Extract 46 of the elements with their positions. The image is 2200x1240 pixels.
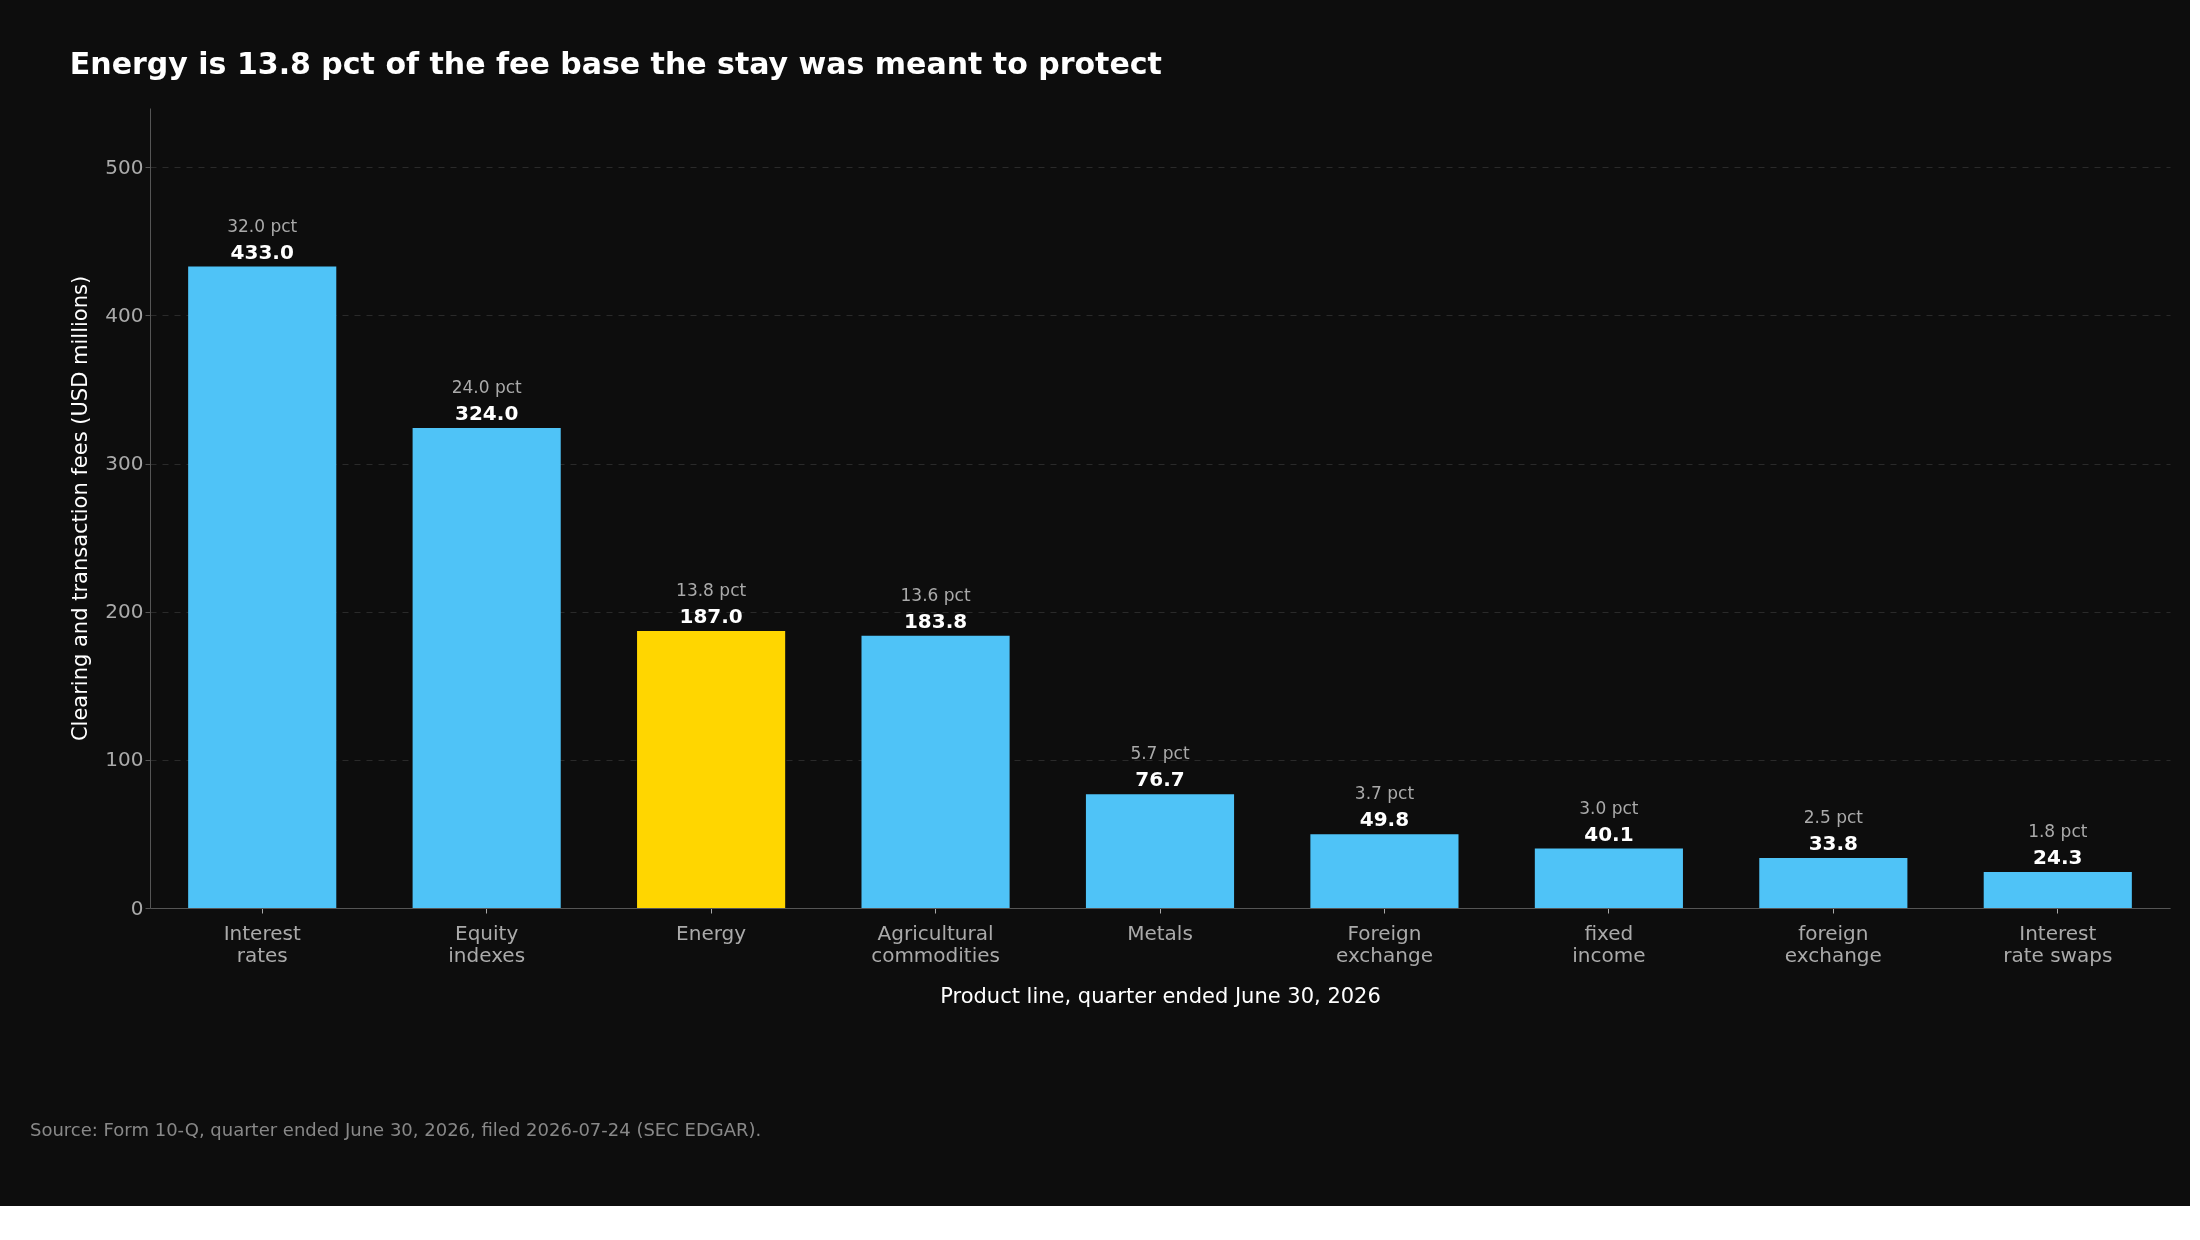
source-note: Source: Form 10-Q, quarter ended June 30, 2026, filed 2026-07-24 (SEC EDGAR).: [30, 1119, 762, 1140]
y-tick-label: 0: [130, 895, 144, 920]
chart-title: Energy is 13.8 pct of the fee base the stay was meant to protect: [69, 46, 1162, 81]
x-axis-title: Product line, quarter ended June 30, 2026: [940, 983, 1381, 1008]
bar: [1759, 857, 1908, 908]
bar: [637, 630, 786, 908]
data-label: 76.7: [1135, 767, 1185, 792]
y-tick-label: 200: [105, 599, 144, 624]
data-label: 324.0: [455, 401, 519, 425]
annotation: 2.5 pct: [1803, 806, 1864, 827]
bar: [861, 635, 1010, 908]
x-tick-label: Equity indexes: [448, 920, 526, 967]
annotation: 32.0 pct: [227, 215, 298, 236]
annotation: 5.7 pct: [1130, 743, 1190, 764]
bar: [1085, 794, 1235, 908]
x-tick-label: fixed income: [1572, 920, 1646, 967]
data-label: 49.8: [1359, 807, 1410, 832]
annotation: 1.8 pct: [2028, 821, 2088, 841]
y-tick-label: 500: [105, 154, 144, 179]
annotation: 3.0 pct: [1579, 797, 1639, 818]
annotation: 13.6 pct: [900, 584, 971, 605]
x-tick-label: Interest rates: [223, 920, 301, 967]
y-tick-label: 100: [105, 747, 144, 772]
bar: [188, 266, 337, 908]
data-label: 40.1: [1584, 821, 1634, 846]
x-tick-label: Interest rate swaps: [2003, 920, 2113, 967]
annotation: 3.7 pct: [1354, 783, 1415, 804]
x-tick-label: Energy: [676, 920, 747, 945]
data-label: 24.3: [2033, 845, 2083, 869]
y-axis-title: Clearing and transaction fees (USD millions): [68, 275, 93, 742]
data-label: 33.8: [1808, 830, 1859, 855]
data-label: 433.0: [230, 239, 294, 264]
y-tick-label: 300: [105, 451, 144, 476]
bar: [1310, 834, 1459, 908]
x-tick-label: Agricultural commodities: [871, 920, 1000, 967]
annotation: 13.8 pct: [676, 579, 747, 600]
x-tick-label: Metals: [1127, 920, 1193, 945]
x-tick-label: foreign exchange: [1784, 920, 1882, 967]
annotation: 24.0 pct: [451, 377, 523, 397]
bar: [1983, 872, 2132, 908]
data-label: 187.0: [679, 603, 743, 628]
bar: [412, 428, 561, 908]
bar: [1534, 848, 1683, 908]
x-tick-label: Foreign exchange: [1335, 920, 1433, 967]
data-label: 183.8: [903, 608, 968, 633]
y-tick-label: 400: [105, 302, 144, 327]
